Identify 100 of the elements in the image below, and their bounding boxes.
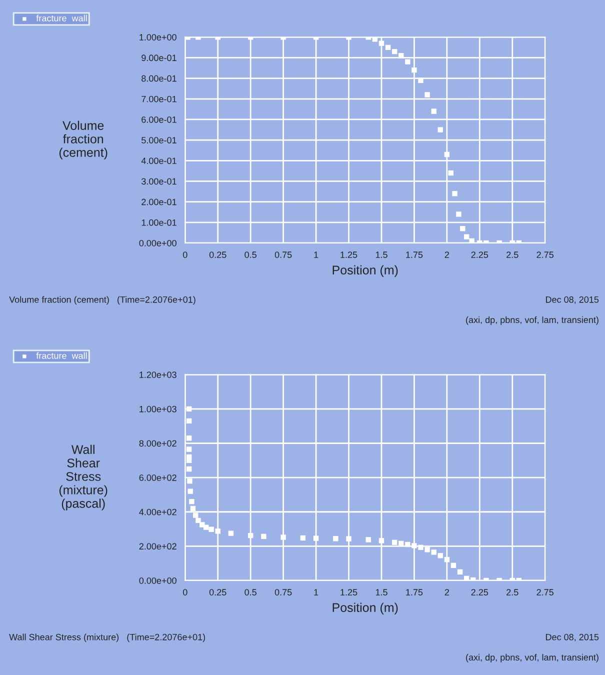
y-tick-label: 8.00e-01 (142, 75, 176, 82)
point (460, 226, 466, 232)
x-tick-label: 0 (182, 589, 188, 596)
point (372, 37, 378, 42)
x-tick-label: 1 (314, 252, 318, 258)
point (450, 562, 456, 568)
point (412, 67, 417, 73)
x-tick-label: 0.25 (209, 252, 226, 258)
x-tick-label: 0.25 (209, 589, 226, 596)
point (193, 512, 198, 518)
x-tick-label: 1.75 (406, 589, 423, 596)
point (418, 544, 424, 550)
point (203, 524, 209, 530)
y-tick-label: 8.00e+02 (139, 440, 176, 447)
y-tick-label: 0.00e+00 (139, 240, 176, 246)
point (186, 446, 192, 452)
point (457, 569, 463, 575)
point (464, 576, 470, 580)
point (385, 44, 391, 50)
y-tick-label: 7.00e-01 (142, 96, 176, 102)
y-tick-label: 2.00e-01 (142, 198, 176, 206)
x-tick-label: 2 (444, 589, 449, 596)
point (424, 547, 430, 552)
y-tick-label: 4.00e-01 (141, 158, 176, 164)
point (366, 537, 371, 542)
x-tick-label: 1.5 (376, 589, 388, 596)
point (412, 543, 417, 548)
point (424, 92, 430, 98)
text: Wall Shear Stress (mixture) (Time=2.2076e+01) (9, 634, 206, 642)
legend-label: fracture wall (36, 14, 87, 22)
y-tick-label: 0.00e+00 (139, 577, 176, 584)
x-tick-label: 2.75 (536, 252, 554, 258)
point (189, 498, 194, 504)
point (469, 238, 474, 243)
text: Dec 08, 2015 (546, 634, 599, 642)
x-axis-title: Position (m) (332, 602, 398, 614)
point (186, 406, 192, 412)
point (188, 488, 193, 494)
point (208, 526, 214, 532)
point (187, 478, 192, 484)
x-axis-title: Position (m) (332, 265, 398, 277)
point (438, 127, 443, 132)
point (300, 535, 306, 541)
x-tick-label: 1.25 (340, 589, 358, 596)
y-axis-title: Volume fraction (cement) (59, 120, 108, 160)
x-tick-label: 1 (314, 589, 318, 596)
text: (axi, dp, pbns, vof, lam, transient) (466, 316, 598, 325)
x-tick-label: 2.25 (471, 252, 488, 258)
point (405, 542, 410, 548)
y-tick-label: 5.00e-01 (142, 137, 176, 144)
x-tick-label: 2 (444, 252, 449, 258)
text: Dec 08, 2015 (546, 296, 599, 304)
point (215, 528, 220, 534)
x-tick-label: 0 (182, 252, 188, 258)
point (438, 553, 443, 558)
x-tick-label: 0.75 (274, 589, 292, 596)
point (186, 466, 192, 472)
x-tick-label: 1.75 (406, 252, 423, 258)
text: Volume fraction (cement) (Time=2.2076e+01) (9, 296, 196, 305)
point (378, 40, 384, 46)
point (186, 458, 192, 464)
x-tick-label: 0.75 (274, 252, 292, 258)
point (405, 59, 410, 64)
point (456, 212, 462, 217)
legend-label: fracture wall (36, 352, 87, 359)
point (280, 534, 286, 540)
point (464, 234, 470, 240)
y-axis-title: Wall Shear Stress (mixture) (pascal) (59, 444, 108, 510)
point (378, 538, 384, 544)
point (261, 534, 266, 540)
x-tick-label: 2.5 (506, 252, 518, 258)
point (392, 540, 398, 546)
point (431, 550, 436, 555)
point (452, 190, 458, 196)
point (398, 53, 404, 58)
point (444, 556, 450, 562)
y-tick-label: 4.00e+02 (139, 508, 176, 516)
point (444, 152, 450, 158)
point (248, 532, 254, 538)
point (333, 536, 338, 542)
x-tick-label: 2.25 (471, 589, 488, 596)
point (346, 536, 352, 542)
x-tick-label: 2.5 (506, 589, 518, 596)
y-tick-label: 1.00e-01 (142, 219, 176, 226)
point (392, 48, 398, 54)
point (190, 506, 196, 512)
point (418, 78, 424, 83)
y-tick-label: 1.00e+00 (140, 34, 176, 40)
point (431, 108, 436, 114)
point (313, 536, 319, 541)
y-tick-label: 1.20e+03 (140, 372, 176, 378)
text: (axi, dp, pbns, vof, lam, transient) (466, 654, 598, 662)
x-tick-label: 1.5 (376, 252, 388, 258)
y-tick-label: 1.00e+03 (140, 406, 176, 412)
y-tick-label: 6.00e+02 (139, 474, 176, 481)
x-tick-label: 0.5 (244, 589, 256, 596)
x-tick-label: 1.25 (340, 252, 358, 258)
y-tick-label: 2.00e+02 (139, 543, 176, 550)
point (448, 170, 454, 176)
y-tick-label: 9.00e-01 (142, 54, 176, 62)
